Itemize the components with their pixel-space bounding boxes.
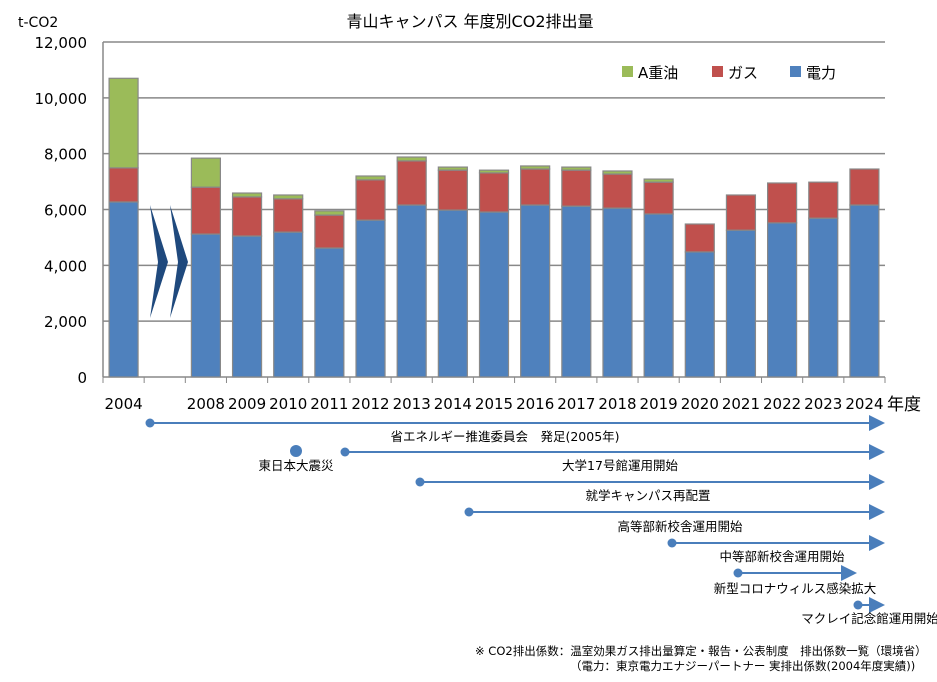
bar-電力-2024 xyxy=(849,204,880,378)
bar-電力-2017 xyxy=(561,205,592,378)
bar-ガス-2021 xyxy=(725,194,757,231)
bar-電力-2011 xyxy=(314,247,345,378)
bar-A重油-2010 xyxy=(273,194,304,200)
x-tick-label: 2010 xyxy=(269,395,307,413)
bar-A重油-2019 xyxy=(643,178,674,183)
x-tick-label: 2015 xyxy=(475,395,513,413)
bar-電力-2008 xyxy=(190,233,221,378)
y-tick-label: 4,000 xyxy=(44,257,87,275)
chevron-icon xyxy=(150,205,168,318)
x-tick-label: 2013 xyxy=(393,395,431,413)
y-tick-label: 6,000 xyxy=(44,202,87,220)
bar-電力-2018 xyxy=(602,207,633,378)
bar-ガス-2024 xyxy=(849,168,880,206)
timeline-label: 大学17号館運用開始 xyxy=(562,458,678,473)
bar-ガス-2004 xyxy=(108,167,139,203)
timeline-label: 省エネルギー推進委員会 発足(2005年) xyxy=(390,429,619,444)
bar-A重油-2009 xyxy=(231,192,263,198)
bar-ガス-2010 xyxy=(273,198,304,233)
y-axis-label: t-CO2 xyxy=(18,15,58,31)
y-tick-label: 12,000 xyxy=(35,34,88,52)
bar-A重油-2012 xyxy=(355,175,386,181)
bar-ガス-2008 xyxy=(190,186,221,235)
bar-A重油-2018 xyxy=(602,170,633,175)
bar-ガス-2023 xyxy=(808,181,839,219)
bar-電力-2012 xyxy=(355,219,386,378)
note-line-2: （電力：東京電力エナジーパートナー 実排出係数(2004年度実績)) xyxy=(570,659,915,673)
bar-電力-2020 xyxy=(684,251,715,378)
bar-電力-2019 xyxy=(643,213,674,378)
y-tick-label: 8,000 xyxy=(44,146,87,164)
bar-A重油-2014 xyxy=(437,166,468,171)
x-tick-label: 2023 xyxy=(804,395,842,413)
timeline-label: 新型コロナウィルス感染拡大 xyxy=(714,581,877,596)
bar-A重油-2008 xyxy=(190,157,221,188)
timeline-label: 高等部新校舎運用開始 xyxy=(617,519,743,534)
bar-ガス-2009 xyxy=(231,196,263,237)
note-line-1: ※ CO2排出係数：温室効果ガス排出量算定・報告・公表制度 排出係数一覧（環境省… xyxy=(475,644,927,658)
bar-電力-2004 xyxy=(108,201,139,378)
bar-ガス-2018 xyxy=(602,173,633,209)
bar-ガス-2017 xyxy=(561,169,592,207)
x-tick-label: 2018 xyxy=(598,395,636,413)
legend-swatch xyxy=(790,66,801,77)
bar-A重油-2015 xyxy=(478,169,510,174)
x-tick-label: 2019 xyxy=(640,395,678,413)
bar-ガス-2022 xyxy=(767,182,798,224)
x-tick-label: 2009 xyxy=(228,395,266,413)
timeline-label: 就学キャンパス再配置 xyxy=(585,488,710,503)
bar-A重油-2004 xyxy=(108,77,139,169)
legend-label: 電力 xyxy=(806,64,836,82)
x-tick-label: 2021 xyxy=(722,395,760,413)
timeline-label: 東日本大震災 xyxy=(258,458,334,473)
y-tick-label: 2,000 xyxy=(44,313,87,331)
bar-ガス-2019 xyxy=(643,181,674,215)
chevron-icon xyxy=(170,205,188,318)
legend-swatch xyxy=(712,66,723,77)
y-tick-label: 10,000 xyxy=(35,90,88,108)
y-tick-label: 0 xyxy=(77,369,87,387)
bar-電力-2021 xyxy=(725,229,757,378)
bar-A重油-2013 xyxy=(396,156,427,162)
bar-電力-2013 xyxy=(396,204,427,378)
x-tick-label: 2014 xyxy=(434,395,472,413)
bar-ガス-2016 xyxy=(520,168,551,206)
bar-A重油-2016 xyxy=(520,165,551,170)
bar-A重油-2017 xyxy=(561,166,592,171)
x-axis-label: 年度 xyxy=(887,395,921,415)
bar-電力-2023 xyxy=(808,217,839,378)
legend-label: A重油 xyxy=(638,64,678,82)
bar-電力-2014 xyxy=(437,209,468,378)
x-tick-label: 2022 xyxy=(763,395,801,413)
bar-電力-2015 xyxy=(478,211,510,378)
x-tick-label: 2012 xyxy=(351,395,389,413)
x-tick-label: 2004 xyxy=(104,395,142,413)
x-tick-label: 2016 xyxy=(516,395,554,413)
bar-ガス-2020 xyxy=(684,223,715,253)
bar-電力-2022 xyxy=(767,222,798,378)
bar-電力-2010 xyxy=(273,231,304,378)
bar-ガス-2011 xyxy=(314,214,345,249)
bar-A重油-2011 xyxy=(314,210,345,216)
earthquake-dot xyxy=(290,445,302,457)
bar-ガス-2013 xyxy=(396,160,427,206)
x-tick-label: 2011 xyxy=(310,395,348,413)
x-tick-label: 2024 xyxy=(845,395,883,413)
x-tick-label: 2017 xyxy=(557,395,595,413)
timeline-label: 中等部新校舎運用開始 xyxy=(719,549,845,564)
bar-ガス-2014 xyxy=(437,169,468,211)
bar-ガス-2012 xyxy=(355,179,386,221)
x-tick-label: 2020 xyxy=(681,395,719,413)
bar-電力-2009 xyxy=(231,235,263,378)
bar-ガス-2015 xyxy=(478,172,510,213)
x-tick-label: 2008 xyxy=(187,395,225,413)
legend-label: ガス xyxy=(728,64,758,82)
timeline-label: マクレイ記念館運用開始 xyxy=(801,611,937,626)
bar-電力-2016 xyxy=(520,204,551,378)
chart-title: 青山キャンパス 年度別CO2排出量 xyxy=(346,12,593,31)
legend-swatch xyxy=(622,66,633,77)
